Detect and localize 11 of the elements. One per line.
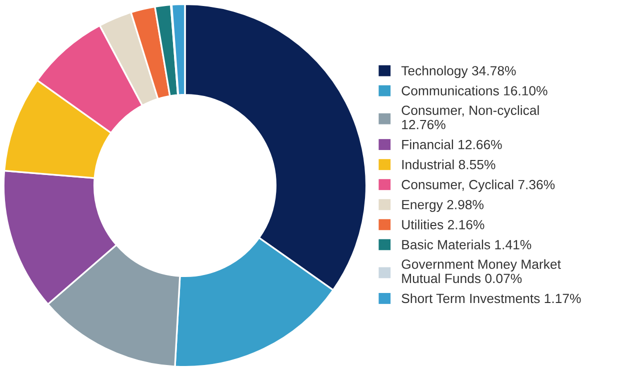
legend-label: Consumer, Non-cyclical 12.76% — [402, 105, 539, 130]
legend-label: Industrial 8.55% — [402, 160, 496, 170]
legend-label: Utilities 2.16% — [402, 220, 484, 230]
legend-label: Energy 2.98% — [402, 200, 484, 212]
legend-label: Basic Materials 1.41% — [402, 240, 532, 250]
legend-label: Financial 12.66% — [402, 140, 502, 150]
legend-label: Consumer, Cyclical 7.36% — [402, 180, 555, 192]
legend-label: Technology 34.78% — [401, 66, 516, 78]
legend-label: Government Money Market Mutual Funds 0.07% — [402, 259, 561, 284]
legend-label: Short Term Investments 1.17% — [402, 293, 581, 304]
legend-label: Communications 16.10% — [402, 86, 548, 96]
